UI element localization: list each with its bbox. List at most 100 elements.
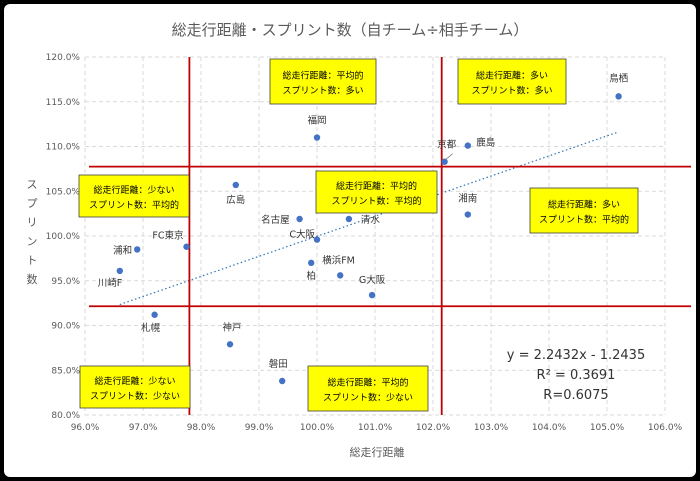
- y-tick-label: 120.0%: [46, 53, 81, 63]
- x-tick-label: 106.0%: [648, 423, 683, 433]
- quadrant-boxes: 総走行距離：平均的スプリント数：多い総走行距離：多いスプリント数：多い総走行距離…: [78, 58, 639, 412]
- point-label: 広島: [226, 194, 245, 206]
- point-label: 鳥栖: [609, 72, 628, 84]
- quadrant-box-background: [78, 174, 190, 218]
- data-point: [296, 215, 303, 223]
- y-tick-label: 95.0%: [51, 277, 80, 287]
- chart-svg: 総走行距離・スプリント数（自チーム÷相手チーム） 80.0% 85.0% 90.0%…: [27, 21, 691, 459]
- x-tick-label: 104.0%: [532, 423, 567, 433]
- data-point: [232, 181, 239, 189]
- label-leader-line: [445, 153, 453, 161]
- x-tick-label: 98.0%: [187, 423, 216, 433]
- equation-line: R=0.6075: [543, 388, 608, 403]
- data-point: [441, 158, 448, 165]
- point-label: 京都: [437, 139, 457, 151]
- quadrant-box-line: 総走行距離：多い: [476, 70, 548, 82]
- reference-lines: [89, 57, 691, 415]
- data-point: [464, 211, 471, 218]
- y-tick-label: 100.0%: [46, 232, 81, 242]
- quadrant-box-line: 総走行距離：平均的: [327, 377, 408, 389]
- data-point: [313, 134, 321, 141]
- point-label: FC東京: [152, 230, 183, 242]
- quadrant-box-background: [315, 170, 438, 214]
- equation-line: R² = 0.3691: [537, 368, 616, 383]
- y-axis-title-char: ン: [27, 235, 38, 248]
- data-point: [615, 93, 622, 100]
- point-label: 川崎F: [98, 277, 122, 289]
- quadrant-box-background: [79, 365, 191, 409]
- quadrant-box-line: 総走行距離：少ない: [93, 184, 174, 196]
- x-tick-label: 96.0%: [71, 423, 100, 433]
- data-point: [313, 236, 321, 243]
- chart-title: 総走行距離・スプリント数（自チーム÷相手チーム）: [172, 21, 529, 39]
- y-axis-title-char: ス: [27, 178, 38, 191]
- equation-line: y = 2.2432x - 1.2435: [507, 348, 645, 363]
- chart-frame: 総走行距離・スプリント数（自チーム÷相手チーム） 80.0% 85.0% 90.0%…: [4, 4, 696, 477]
- x-axis-title: 総走行距離: [350, 445, 405, 459]
- data-point: [151, 311, 158, 318]
- point-label: 福岡: [307, 115, 326, 127]
- y-axis-title: スプリント数: [27, 178, 38, 286]
- quadrant-box-line: 総走行距離：少ない: [94, 375, 175, 387]
- point-label: 横浜FM: [322, 254, 355, 266]
- y-tick-label: 105.0%: [46, 187, 81, 197]
- quadrant-box-line: スプリント数：少ない: [90, 390, 180, 402]
- quadrant-box-line: スプリント数：多い: [471, 85, 552, 97]
- x-tick-label: 97.0%: [129, 423, 158, 433]
- y-tick-label: 115.0%: [46, 98, 81, 108]
- data-point: [464, 142, 471, 149]
- x-tick-label: 100.0%: [300, 423, 335, 433]
- x-tick-label: 101.0%: [358, 423, 393, 433]
- point-label: 清水: [361, 214, 381, 226]
- data-point: [308, 259, 315, 267]
- data-point: [134, 246, 141, 253]
- y-axis-title-char: リ: [27, 216, 38, 229]
- quadrant-box-line: スプリント数：多い: [282, 85, 363, 97]
- point-label: 神戸: [222, 321, 241, 333]
- point-label: 札幌: [141, 322, 161, 334]
- grid-layer: [84, 56, 666, 416]
- x-tick-label: 103.0%: [474, 423, 509, 433]
- point-label: G大阪: [359, 274, 386, 286]
- quadrant-box-line: スプリント数：平均的: [331, 195, 421, 207]
- quadrant-box-background: [529, 187, 639, 234]
- tick-labels: 80.0% 85.0% 90.0% 95.0% 100.0% 105.0% 110.0% 11…: [46, 53, 683, 433]
- data-points: [116, 93, 622, 385]
- data-point: [116, 267, 124, 275]
- quadrant-box-background: [307, 365, 429, 412]
- point-label: 湘南: [458, 193, 477, 205]
- data-point: [183, 243, 190, 250]
- y-tick-label: 90.0%: [51, 322, 80, 332]
- y-tick-label: 80.0%: [51, 411, 80, 421]
- point-label: 浦和: [113, 244, 132, 256]
- data-point: [226, 341, 234, 348]
- y-axis-title-char: プ: [27, 197, 38, 210]
- quadrant-box-line: スプリント数：平均的: [89, 199, 179, 211]
- y-tick-label: 85.0%: [51, 366, 80, 376]
- y-axis-title-char: ト: [27, 254, 38, 267]
- quadrant-box-line: 総走行距離：平均的: [282, 70, 363, 82]
- x-tick-label: 105.0%: [590, 423, 625, 433]
- point-label: C大阪: [289, 229, 315, 241]
- data-point: [345, 215, 353, 223]
- point-label: 鹿島: [476, 137, 495, 149]
- quadrant-box-line: 総走行距離：多い: [548, 199, 620, 211]
- x-tick-label: 99.0%: [245, 423, 274, 433]
- quadrant-box-background: [457, 58, 567, 105]
- regression-equation: y = 2.2432x - 1.2435 R² = 0.3691 R=0.6075: [507, 348, 645, 403]
- point-label: 名古屋: [261, 214, 290, 226]
- y-tick-label: 110.0%: [46, 143, 81, 153]
- quadrant-box-line: スプリント数：平均的: [539, 214, 629, 226]
- quadrant-box-background: [269, 58, 377, 105]
- data-point: [337, 272, 344, 279]
- quadrant-box-line: 総走行距離：平均的: [336, 180, 417, 192]
- data-point: [279, 377, 286, 385]
